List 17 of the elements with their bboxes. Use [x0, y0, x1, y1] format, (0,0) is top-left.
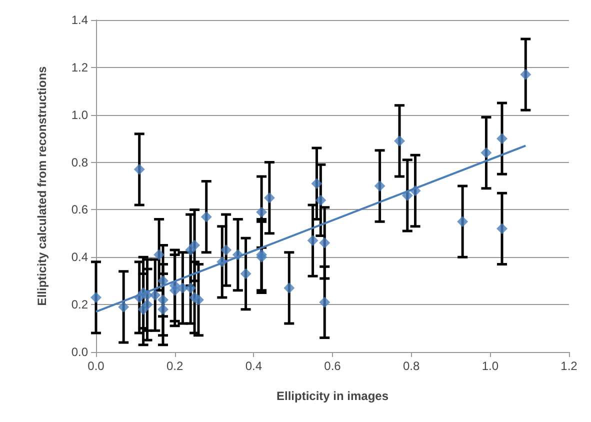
x-axis-title: Ellipticity in images — [276, 389, 389, 403]
y-tick-label: 0.4 — [71, 250, 88, 264]
x-tick-label: 0.4 — [245, 359, 262, 373]
x-tick-label: 1.0 — [482, 359, 499, 373]
y-tick-label: 1.0 — [71, 108, 88, 122]
x-tick-label: 1.2 — [560, 359, 578, 373]
y-tick-label: 0.0 — [71, 345, 88, 359]
y-tick-label: 1.4 — [71, 13, 88, 27]
x-tick-label: 0.0 — [88, 359, 105, 373]
x-tick-label: 0.6 — [324, 359, 342, 373]
x-tick-label: 0.8 — [402, 359, 420, 373]
y-tick-label: 0.8 — [71, 155, 88, 170]
y-tick-label: 0.2 — [71, 298, 88, 312]
y-tick-label: 1.2 — [71, 60, 88, 74]
y-axis-title: Ellipticity calculated from reconstructions — [35, 66, 49, 306]
y-tick-label: 0.6 — [71, 202, 88, 217]
x-tick-label: 0.2 — [166, 359, 184, 373]
